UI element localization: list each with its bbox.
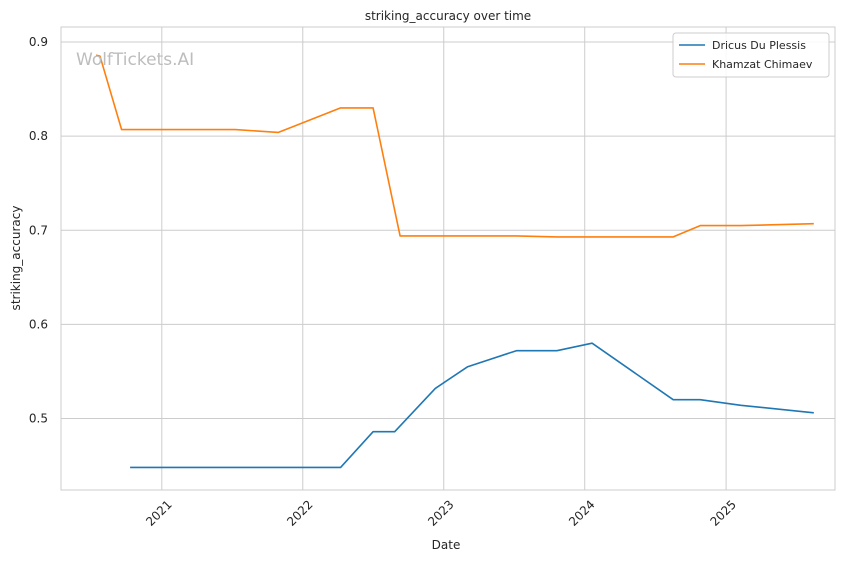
y-tick-label: 0.6 (29, 317, 48, 331)
legend: Dricus Du Plessis Khamzat Chimaev (672, 32, 830, 78)
legend-label-dricus-du-plessis: Dricus Du Plessis (712, 39, 806, 52)
watermark: WolfTickets.AI (76, 50, 194, 70)
x-tick-label: 2022 (284, 497, 315, 528)
y-tick-label: 0.9 (29, 35, 48, 49)
x-axis-ticks: 2021 2022 2023 2024 2025 (143, 497, 739, 528)
y-tick-label: 0.8 (29, 129, 48, 143)
series-line-khamzat-chimaev (95, 54, 814, 238)
legend-box (672, 32, 830, 78)
x-tick-label: 2024 (566, 497, 597, 528)
series-line-dricus-du-plessis (130, 342, 814, 469)
chart-title: striking_accuracy over time (365, 9, 531, 23)
y-tick-label: 0.5 (29, 411, 48, 425)
x-tick-label: 2021 (143, 497, 174, 528)
x-tick-label: 2025 (708, 497, 739, 528)
y-axis-ticks: 0.5 0.6 0.7 0.8 0.9 (29, 35, 48, 425)
y-tick-label: 0.7 (29, 223, 48, 237)
series-lines (95, 54, 814, 469)
legend-label-khamzat-chimaev: Khamzat Chimaev (712, 58, 813, 71)
x-tick-label: 2023 (425, 497, 456, 528)
plot-area (60, 26, 836, 491)
y-axis-title: striking_accuracy (9, 206, 23, 311)
x-axis-title: Date (432, 538, 461, 552)
